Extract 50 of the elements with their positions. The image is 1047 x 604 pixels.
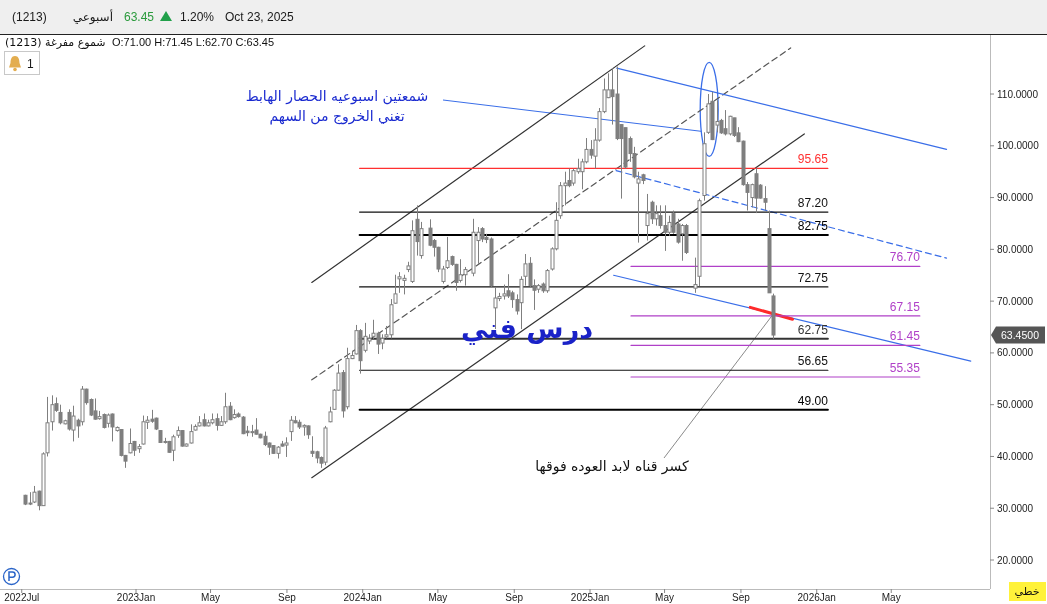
annotation: شمعتين اسبوعيه الحصار الهابط تغني الخروج من السهم <box>245 88 429 125</box>
series-label: 87.20 <box>797 196 829 211</box>
text: أسبوعي <box>72 9 113 25</box>
text: 1.20% <box>180 10 215 24</box>
series-label: 55.35 <box>889 360 921 375</box>
y-tick-label: 80.0000 <box>997 243 1034 255</box>
x-tick-label: Sep <box>278 592 297 603</box>
y-tick-label: 100.0000 <box>997 140 1040 152</box>
text: 63.45 <box>124 10 155 24</box>
y-tick-label: 70.0000 <box>997 295 1034 307</box>
annotation: 1 <box>27 57 34 71</box>
series-label: 67.15 <box>889 299 921 314</box>
x-tick-label: Sep <box>505 592 524 603</box>
candlestick <box>654 204 659 227</box>
x-tick-label: 2022Jul <box>4 592 40 603</box>
series-label: 49.00 <box>797 393 829 408</box>
x-tick-label: 2024Jan <box>343 592 382 603</box>
y-tick-label: 30.0000 <box>997 502 1034 514</box>
series-label: 61.45 <box>889 329 921 344</box>
text: Oct 23, 2025 <box>225 10 295 24</box>
x-tick-label: May <box>881 592 901 603</box>
chart-title: (1213) <box>12 10 47 24</box>
series-label: 82.75 <box>797 219 829 234</box>
x-tick-label: Sep <box>732 592 751 603</box>
y-tick-label: 50.0000 <box>997 399 1034 411</box>
y-tick-label: 90.0000 <box>997 192 1034 204</box>
y-tick-label: 40.0000 <box>997 450 1034 462</box>
y-tick-label: 60.0000 <box>997 347 1034 359</box>
x-tick-label: May <box>655 592 675 603</box>
x-tick-label: 2023Jan <box>116 592 156 603</box>
x-tick-label: May <box>428 592 448 603</box>
candlestick <box>128 428 133 454</box>
annotation: كسر قناه لابد العوده فوقها <box>535 458 690 475</box>
series-label: 76.70 <box>889 250 921 265</box>
text: 63.4500 <box>1001 328 1040 341</box>
series-label: 56.65 <box>797 354 829 369</box>
y-tick-label: 110.0000 <box>997 88 1039 100</box>
chart-subtitle: (1213) شموع مفرغة <box>5 36 106 49</box>
series-label: 62.75 <box>797 322 829 337</box>
candlestick <box>58 404 63 425</box>
x-tick-label: 2025Jan <box>570 592 610 603</box>
x-tick-label: 2026Jan <box>797 592 836 603</box>
series-label: 95.65 <box>797 152 829 167</box>
candlestick <box>658 204 663 230</box>
series-label: 72.75 <box>797 270 829 285</box>
annotation: درس فني <box>460 313 594 345</box>
annotation: O:71.00 H:71.45 L:62.70 C:63.45 <box>112 36 275 48</box>
x-tick-label: May <box>201 592 220 603</box>
y-tick-label: 20.0000 <box>997 554 1034 566</box>
text: خطي <box>1014 585 1040 598</box>
